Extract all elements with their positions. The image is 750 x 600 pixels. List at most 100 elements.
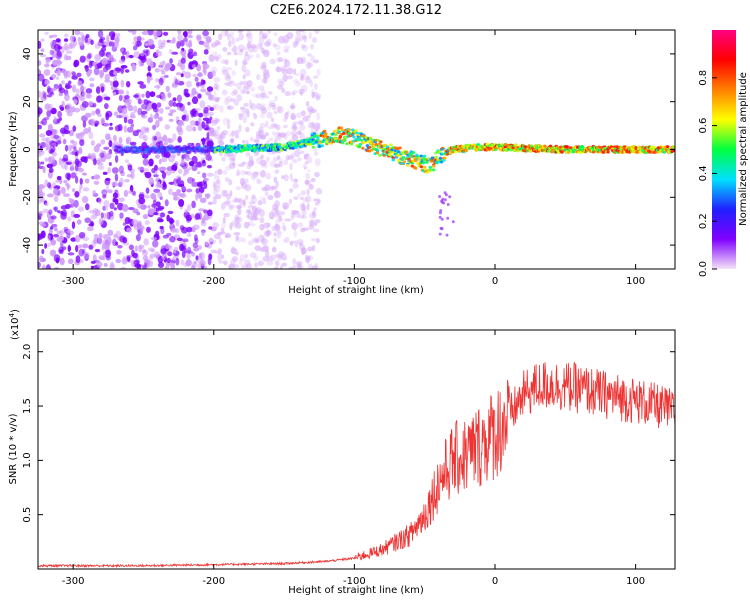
spectrogram-cell [128,54,134,59]
spectrogram-cell [113,207,117,211]
spectrogram-cell [301,35,307,40]
snr-y-multiplier: (x104) [8,309,21,340]
spectrogram-cell [397,150,401,154]
spectrogram-cell [262,244,270,252]
spectrogram-cell [231,69,236,77]
spectrogram-cell [514,143,518,147]
spectrogram-cell [222,117,230,126]
spectrogram-cell [126,136,132,144]
spectrogram-cell [102,171,108,175]
spectrogram-cell [438,195,442,198]
spectrogram-cell [127,207,135,211]
spectrogram-cell [245,152,251,157]
spectrogram-cell [279,132,286,138]
spectrogram-cell [91,110,96,116]
spectrogram-cell [114,67,122,72]
y-tick-label: 2.0 [22,344,33,360]
spectrogram-cell [172,133,177,141]
spectrogram-cell [333,129,337,133]
y-tick-label: 40 [22,48,33,61]
spectrogram-cell [51,74,57,79]
x-tick-label: -100 [343,576,366,587]
spectrogram-cell [300,56,307,64]
spectrogram-cell [256,103,262,110]
spectrogram-cell [60,205,68,210]
spectrogram-cell [53,195,59,203]
spectrogram-cell [38,184,45,190]
spectrogram-cell [250,173,256,181]
spectrogram-cell [273,266,279,269]
spectrogram-cell [46,163,54,169]
spectrogram-cell [124,217,131,225]
spectrogram-cell [222,47,228,52]
spectrogram-cell [157,216,163,222]
spectrogram-cell [119,212,124,219]
spectrogram-cell [207,94,215,101]
spectrogram-cell [407,157,411,161]
spectrogram-cell [208,226,213,230]
spectrogram-cell [309,140,313,144]
spectrogram-cell [308,263,313,269]
spectrogram-cell [192,126,197,132]
spectrogram-cell [276,105,282,113]
spectrogram-cell [354,129,358,133]
spectrogram-cell [347,131,352,135]
spectrogram-cell [112,91,117,96]
spectrogram-cell [102,251,106,259]
spectrogram-cell [263,75,268,84]
spectrogram-cell [143,171,148,176]
spectrogram-cell [275,56,282,63]
spectrogram-cell [183,88,189,93]
spectrogram-cell [255,238,259,243]
spectrogram-cell [261,235,266,243]
spectrogram-cell [282,117,288,123]
spectrogram-cell [305,256,310,264]
spectrogram-cell [64,144,69,152]
spectrogram-cell [405,150,409,154]
spectrogram-cell [273,123,278,129]
spectrogram-cell [51,223,58,228]
spectrogram-cell [38,213,42,217]
spectrogram-cell [54,206,59,213]
spectrogram-cell [219,105,224,113]
spectrogram-cell [157,191,163,198]
spectrogram-cell [315,219,321,224]
spectrogram-cell [109,122,113,126]
spectrogram-cell [307,62,314,68]
spectrogram-cell [113,69,118,76]
spectrogram-cell [205,121,209,129]
spectrogram-cell [105,133,111,140]
spectrogram-cell [212,239,216,244]
spectrogram-cell [75,255,81,264]
spectrogram-cell [281,66,286,75]
spectrogram-cell [474,148,479,152]
spectrogram-cell [105,110,113,118]
spectrogram-cell [241,64,247,73]
spectrogram-cell [280,175,285,180]
spectrogram-cell [419,165,424,169]
spectrogram-cell [79,32,84,36]
spectrogram-cell [91,240,97,248]
spectrogram-cell [439,226,443,230]
spectrogram-cell [114,199,119,205]
spectrogram-cell [446,203,450,206]
spectrogram-cell [223,152,230,158]
spectrogram-cell [120,65,128,69]
spectrogram-cell [38,90,42,98]
spectrogram-cell [186,252,191,260]
spectrogram-cell [242,115,248,124]
spectrogram-cell [274,223,281,232]
spectrogram-cell [118,59,126,64]
spectrogram-cell [46,110,52,119]
spectrogram-cell [123,189,129,198]
spectrogram-cell [308,31,312,40]
spectrogram-cell [292,159,298,164]
spectrogram-cell [314,83,318,90]
spectrogram-cell [130,123,135,128]
spectrogram-cell [75,150,79,157]
spectrogram-cell [265,120,269,128]
spectrogram-cell [215,186,221,193]
spectrogram-cell [185,124,193,132]
spectrogram-cell [282,257,288,261]
spectrogram-cell [174,78,178,85]
